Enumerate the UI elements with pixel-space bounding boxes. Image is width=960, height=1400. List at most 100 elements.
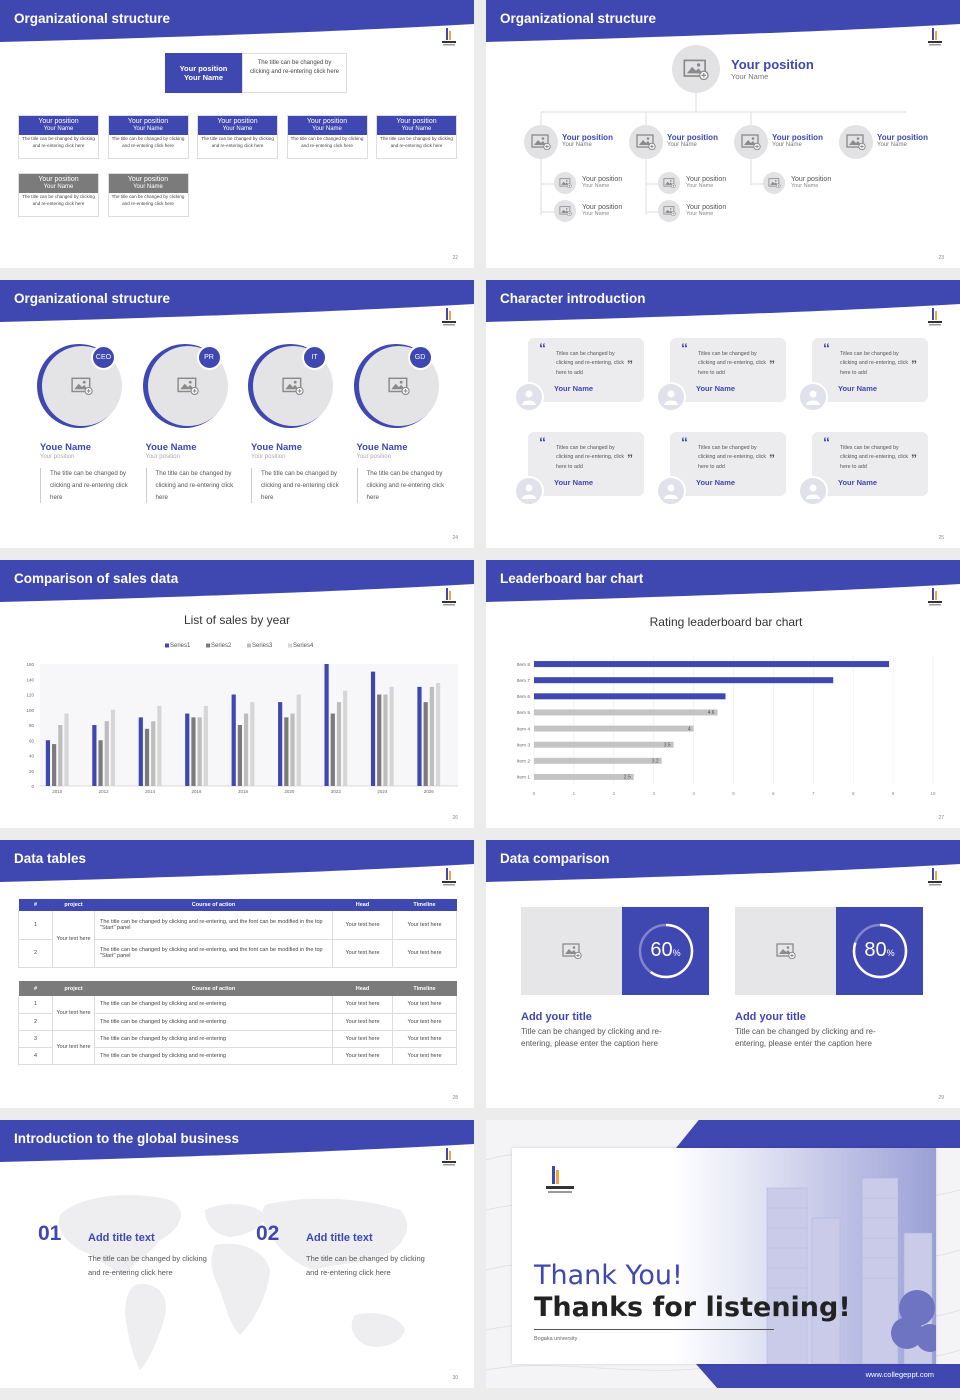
category-label: Item 3 [517,742,531,748]
x-tick-label: 2020 [284,789,295,794]
photo-placeholder[interactable] [554,172,576,194]
x-tick-label: 7 [812,791,815,796]
category-label: Item 1 [517,775,531,781]
position-title: Your position [396,118,437,125]
photo-placeholder[interactable] [521,907,622,995]
logo-icon [440,587,458,607]
photo-placeholder[interactable] [763,172,785,194]
org-connectors [540,93,906,215]
slide-header [486,0,960,46]
slide-23[interactable]: Organizational structure Your position Y… [486,0,960,268]
person-position: Your position [251,454,286,460]
position-header: Your position Your Name [198,116,277,135]
photo-placeholder[interactable] [554,200,576,222]
position-card: Your position Your Name The title can be c… [18,173,99,217]
slide-26[interactable]: Comparison of sales data List of sales b… [0,560,474,828]
y-tick-label: 140 [26,677,34,682]
slide-22[interactable]: Organizational structure Your position Y… [0,0,474,268]
person-info: Your position Your Name [791,176,831,189]
slide-28[interactable]: Data tables # project Course of action H… [0,840,474,1108]
row-number: 1 [18,996,53,1013]
top-photo-placeholder[interactable] [672,45,720,93]
quote-text: Titles can be changed by clicking and re… [698,351,767,376]
x-tick-label: 2018 [238,789,249,794]
course-cell: The title can be changed by clicking and… [94,1047,333,1064]
timeline-cell: Your text here [392,911,457,939]
slide-30[interactable]: Introduction to the global business 01 Ad… [0,1120,474,1388]
position-title: Your position [127,176,169,183]
slide-header [0,1120,474,1166]
character-card: “ Titles can be changed by clicking and r… [528,338,644,402]
position-header: Your position Your Name [19,174,98,193]
bar-series3-2016 [197,717,202,786]
percent-value: 60% [650,939,681,961]
bar-series1-2010 [45,740,51,786]
photo-placeholder[interactable] [658,200,680,222]
photo-frame: CEO [37,344,123,430]
photo-placeholder[interactable] [524,125,558,159]
top-right-accent [676,1120,960,1148]
category-label: Item 4 [517,726,531,732]
page-number: 22 [452,255,458,261]
position-title: Your position [38,118,79,125]
table-header: # project Course of action Head Timeline [18,899,457,911]
bar-series2-2020 [284,717,289,786]
header-cell: Course of action [191,902,236,908]
bar-series2-2022 [330,713,335,786]
legend-swatch [165,643,169,648]
slide-27[interactable]: Leaderboard bar chart Rating leaderboard… [486,560,960,828]
photo-placeholder[interactable] [658,172,680,194]
bar-item-7 [534,677,834,684]
character-name: Your Name [554,384,594,393]
avatar [656,382,686,412]
position-name: Your Name [43,126,74,133]
photo-placeholder[interactable] [839,125,873,159]
data-table-1: # project Course of action Head Timeline… [18,899,457,968]
timeline-cell: Your text here [392,1013,457,1030]
slide-25[interactable]: Character introduction “ Titles can be ch… [486,280,960,548]
avatar [656,476,686,506]
item-title: Add title text [306,1232,373,1244]
person-info: Your position Your Name [582,176,622,189]
photo-placeholder[interactable] [629,125,663,159]
bar-series4-2026 [435,683,441,786]
slide-29[interactable]: Data comparison 60% Add your title Title c… [486,840,960,1108]
project-cell: Your text here [52,911,95,967]
position-desc: The title can be changed by clicking and… [201,136,274,148]
photo-placeholder[interactable] [734,125,768,159]
logo-icon [440,1147,458,1167]
bar-item-4 [534,725,694,732]
legend-swatch [206,643,210,648]
position-name: Your Name [582,211,610,217]
position-title: Your position [877,133,928,142]
head-cell: Your text here [332,911,393,939]
bar-item-1 [534,773,634,780]
bar-series3-2012 [104,721,109,786]
header-cell: project [64,902,83,908]
item-desc: Title can be changed by clicking and re-… [735,1027,876,1049]
legend-label: Series3 [252,643,273,649]
slide-title: Data comparison [500,851,610,866]
position-title: Your position [127,118,169,125]
logo-icon [926,867,944,887]
header-cell: Timeline [413,985,436,992]
row-number: 2 [18,1013,53,1030]
bar-series3-2026 [429,686,434,786]
photo-placeholder[interactable] [735,907,836,995]
bar-series4-2012 [110,709,116,786]
website-link[interactable]: www.collegeppt.com [865,1370,934,1379]
quote-open-icon: “ [823,340,830,356]
slide-24[interactable]: Organizational structure CEO Youe Name You… [0,280,474,548]
bar-item-8 [534,661,890,668]
slide-31[interactable]: Thank You! Thanks for listening! Bogaka … [486,1120,960,1388]
position-title: Your position [306,118,348,125]
person-name: Youe Name [356,442,408,453]
item-desc: The title can be changed by clicking and… [88,1254,207,1277]
bar-series3-2022 [336,702,342,786]
person-info: Your position Your Name [562,133,613,148]
row-number: 4 [18,1047,53,1064]
university-name: Bogaka university [534,1336,578,1342]
desc-block: The title can be changed by clicking and… [356,468,452,504]
person-info: Your position Your Name [772,133,823,148]
quote-open-icon: “ [681,434,688,450]
